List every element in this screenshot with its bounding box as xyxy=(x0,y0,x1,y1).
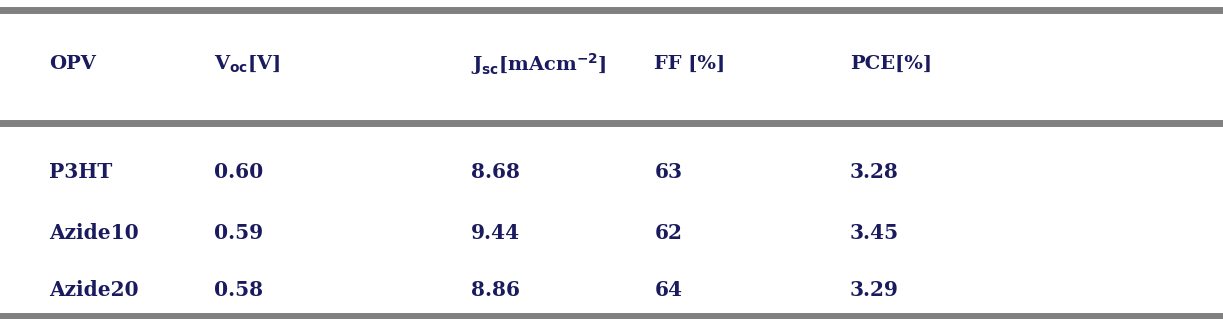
Text: 62: 62 xyxy=(654,223,682,243)
Text: 63: 63 xyxy=(654,162,682,182)
Text: 0.60: 0.60 xyxy=(214,162,263,182)
Text: J$_{\mathbf{sc}}$[mAcm$^{\mathbf{-2}}$]: J$_{\mathbf{sc}}$[mAcm$^{\mathbf{-2}}$] xyxy=(471,51,607,77)
Text: 9.44: 9.44 xyxy=(471,223,520,243)
Text: 0.59: 0.59 xyxy=(214,223,263,243)
Text: 3.45: 3.45 xyxy=(850,223,899,243)
Text: 0.58: 0.58 xyxy=(214,280,263,300)
Text: 64: 64 xyxy=(654,280,682,300)
Text: 8.68: 8.68 xyxy=(471,162,520,182)
Text: OPV: OPV xyxy=(49,55,95,73)
Text: 3.28: 3.28 xyxy=(850,162,899,182)
Text: Azide10: Azide10 xyxy=(49,223,138,243)
Text: Azide20: Azide20 xyxy=(49,280,138,300)
Text: FF [%]: FF [%] xyxy=(654,55,725,73)
Text: P3HT: P3HT xyxy=(49,162,113,182)
Text: 8.86: 8.86 xyxy=(471,280,520,300)
Text: V$_{\mathbf{oc}}$[V]: V$_{\mathbf{oc}}$[V] xyxy=(214,54,280,74)
Text: PCE[%]: PCE[%] xyxy=(850,55,932,73)
Text: 3.29: 3.29 xyxy=(850,280,899,300)
